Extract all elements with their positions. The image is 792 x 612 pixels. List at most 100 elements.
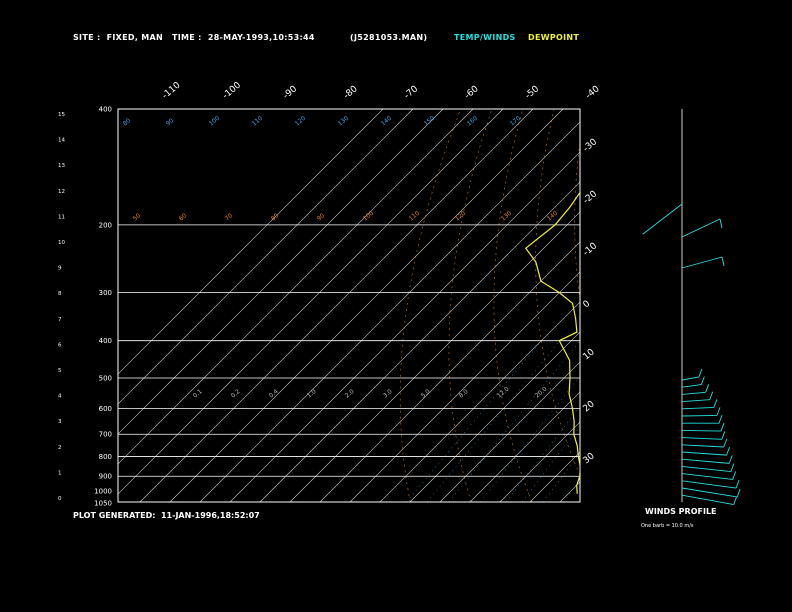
adiabat-line (709, 109, 792, 502)
height-tick-label: 9 (58, 266, 62, 272)
height-tick-label: 1 (58, 470, 62, 476)
pressure-tick-label: 400 (99, 337, 112, 345)
wind-barb (681, 429, 721, 432)
isotherm-line (620, 109, 792, 502)
mixing-ratio-label: 0.1 (192, 388, 204, 400)
time-label: TIME : (172, 33, 202, 42)
mixing-ratio-label: 20.0 (534, 385, 549, 399)
skew-temp-tick-label: -40 (584, 84, 602, 101)
mixing-ratio-line (480, 375, 580, 502)
wind-barb-flag (713, 399, 718, 408)
height-tick-label: 11 (58, 214, 65, 220)
generated-label: PLOT GENERATED: (73, 511, 156, 520)
wind-barb-flag (709, 391, 714, 400)
skew-temp-tick-label: -100 (221, 80, 243, 101)
theta-label: 110 (408, 210, 421, 223)
height-tick-label: 14 (58, 138, 65, 144)
wind-barb (681, 458, 730, 464)
footer-generated: PLOT GENERATED: 11-JAN-1996,18:52:07 (73, 511, 260, 520)
pressure-tick-label: 900 (99, 473, 112, 481)
site-value: FIXED, MAN (106, 33, 164, 42)
adiabat-line (493, 109, 533, 502)
theta-label: 100 (362, 210, 375, 223)
site-label: SITE : (73, 33, 101, 42)
upper-label: 90 (165, 117, 175, 127)
height-tick-label: 2 (58, 445, 62, 451)
skew-temp-tick-label: -110 (161, 80, 183, 101)
pressure-tick-label: 200 (99, 221, 112, 229)
theta-label: 90 (316, 212, 326, 222)
generated-value: 11-JAN-1996,18:52:07 (160, 511, 260, 520)
height-tick-label: 8 (58, 291, 62, 297)
right-temp-tick-label: 0 (582, 299, 593, 311)
skew-temp-tick-label: -50 (524, 84, 542, 101)
pressure-tick-label: 400 (99, 106, 112, 114)
mixing-ratio-label: 3.0 (382, 388, 394, 400)
wind-barb-flag (723, 438, 728, 448)
wind-barb (681, 451, 727, 456)
isotherm-line (680, 109, 792, 502)
adiabat-line (771, 109, 792, 502)
isotherm-line (650, 109, 792, 502)
isotherm-line (139, 109, 534, 502)
barb-note: One barb = 10.0 m/s (641, 523, 694, 529)
wind-barb (681, 406, 714, 410)
right-temp-tick-label: -10 (582, 241, 600, 258)
right-temp-tick-label: 10 (582, 347, 597, 362)
wind-barb-flag (698, 368, 703, 378)
wind-barb (681, 437, 722, 440)
legend-temp: TEMP/WINDS (454, 33, 516, 42)
wind-barb-flag (721, 431, 726, 440)
wind-barb (681, 256, 723, 269)
wind-barb (642, 203, 683, 235)
adiabat-line (678, 109, 792, 502)
temperature-line (593, 109, 677, 494)
wind-barb (681, 487, 738, 498)
mixing-ratio-line (426, 340, 561, 502)
wind-barb-flag (719, 218, 723, 229)
wind-barb-flag (736, 488, 741, 498)
wind-barb (681, 465, 731, 473)
wind-barb-flag (735, 479, 740, 489)
upper-label: 140 (380, 115, 393, 128)
mixing-ratio-line (582, 341, 700, 502)
isotherm-line (118, 109, 474, 465)
isobars (118, 224, 580, 477)
isotherm-line (289, 211, 580, 502)
plot-frame (117, 108, 581, 503)
right-temp-tick-label: -20 (582, 189, 600, 206)
upper-label: 130 (337, 115, 350, 128)
upper-label: 110 (251, 115, 264, 128)
mixing-ratio-label: 5.0 (420, 388, 432, 400)
pressure-tick-label: 1050 (94, 500, 112, 508)
isotherm-line (199, 121, 580, 502)
theta-label: 70 (224, 212, 234, 222)
winds-profile-label: WINDS PROFILE (645, 507, 717, 516)
isotherm-line (118, 109, 384, 375)
pressure-tick-label: 1000 (94, 487, 112, 495)
isotherm-line (349, 271, 580, 502)
wind-barb-flag (721, 256, 725, 267)
wind-barb-flag (730, 463, 735, 472)
isotherm-line (259, 181, 580, 502)
height-tick-label: 7 (58, 317, 62, 323)
wind-barb (681, 414, 717, 417)
wind-barb-flag (726, 446, 730, 456)
right-temp-tick-label: 20 (582, 399, 597, 414)
isotherm-line (118, 109, 414, 405)
wind-barb (681, 399, 710, 403)
height-tick-label: 15 (58, 112, 65, 118)
mixing-ratio-line (563, 479, 580, 502)
legend-dewpoint: DEWPOINT (528, 33, 580, 42)
pressure-tick-label: 600 (99, 405, 112, 413)
pressure-tick-label: 700 (99, 431, 112, 439)
mixing-ratio-label: 2.0 (344, 388, 356, 400)
pressure-tick-label: 800 (99, 453, 112, 461)
time-value: 28-MAY-1993,10:53:44 (207, 33, 315, 42)
isotherm-line (169, 109, 564, 502)
theta-label: 60 (178, 212, 188, 222)
isotherm-line (499, 421, 580, 502)
height-tick-label: 4 (58, 394, 62, 400)
mixing-ratio-line (542, 452, 580, 502)
